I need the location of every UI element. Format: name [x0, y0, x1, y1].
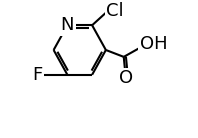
Text: N: N: [61, 16, 74, 34]
Text: F: F: [32, 66, 42, 84]
Text: O: O: [119, 69, 133, 87]
Text: OH: OH: [140, 35, 167, 54]
Text: Cl: Cl: [106, 2, 124, 21]
